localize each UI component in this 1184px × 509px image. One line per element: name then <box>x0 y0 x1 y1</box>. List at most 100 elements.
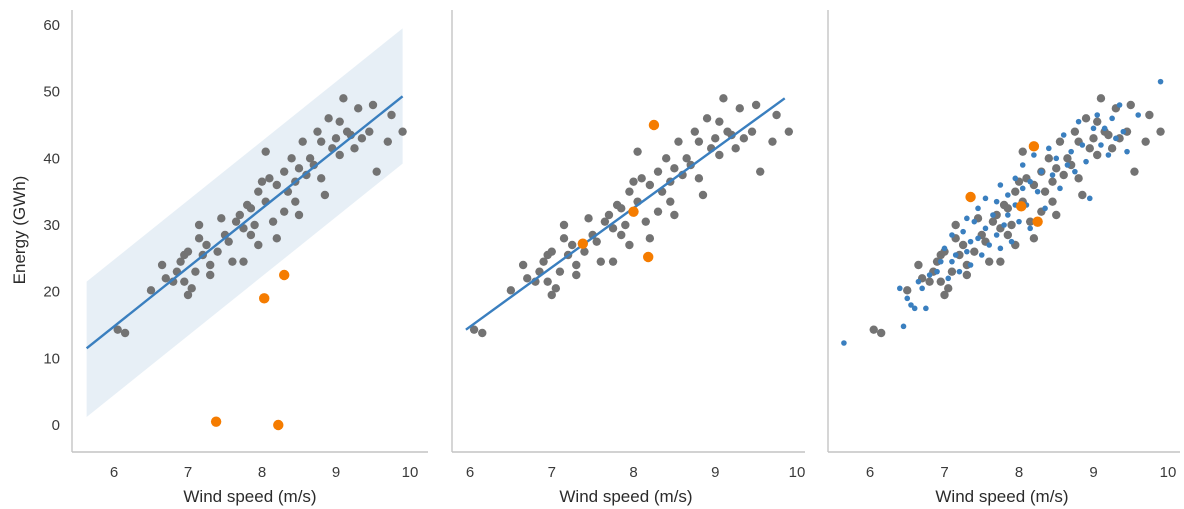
data-point-observed <box>670 164 679 173</box>
data-point-highlighted <box>1032 216 1043 227</box>
data-point-observed <box>711 134 720 143</box>
data-point-observed <box>1141 137 1150 146</box>
data-point-observed <box>625 187 634 196</box>
data-point-observed <box>756 167 765 176</box>
data-point-observed <box>970 247 979 256</box>
data-point-observed <box>383 137 392 146</box>
data-point-simulated <box>1079 142 1086 148</box>
data-point-observed <box>1093 117 1102 126</box>
data-point-simulated <box>997 182 1004 188</box>
data-point-observed <box>257 177 267 186</box>
data-point-observed <box>944 284 953 293</box>
data-point-observed <box>478 328 487 338</box>
data-point-observed <box>239 257 248 266</box>
data-point-observed <box>1145 110 1154 120</box>
data-point-simulated <box>967 238 974 245</box>
data-point-observed <box>645 234 655 243</box>
data-point-highlighted <box>259 293 270 304</box>
x-tick-label: 6 <box>866 464 874 481</box>
data-point-observed <box>213 247 222 256</box>
data-point-simulated <box>1042 205 1048 212</box>
data-point-highlighted <box>628 206 639 217</box>
data-point-simulated <box>982 195 989 202</box>
data-point-observed <box>988 217 998 226</box>
data-point-observed <box>608 257 618 266</box>
data-point-observed <box>596 257 605 266</box>
data-point-observed <box>592 237 601 246</box>
data-point-observed <box>1055 137 1065 146</box>
data-point-simulated <box>952 252 959 258</box>
data-point-simulated <box>960 228 966 235</box>
data-point-highlighted <box>1016 201 1027 212</box>
data-point-observed <box>768 137 777 146</box>
y-tick-label: 50 <box>43 84 60 101</box>
data-point-observed <box>715 117 724 126</box>
data-point-simulated <box>1072 168 1078 175</box>
data-point-observed <box>617 230 626 240</box>
data-point-observed <box>940 290 949 300</box>
data-point-simulated <box>915 278 922 285</box>
data-point-simulated <box>1034 188 1041 195</box>
data-point-simulated <box>1094 112 1101 118</box>
data-point-observed <box>350 144 359 153</box>
data-point-observed <box>206 270 215 280</box>
data-point-observed <box>317 137 326 146</box>
data-point-observed <box>608 224 618 233</box>
data-point-observed <box>280 167 289 176</box>
data-point-observed <box>1070 127 1080 136</box>
data-point-observed <box>254 187 263 196</box>
data-point-observed <box>584 214 593 223</box>
data-point-highlighted <box>210 416 222 427</box>
data-point-observed <box>291 197 300 206</box>
x-tick-label: 6 <box>466 464 474 481</box>
data-point-simulated <box>1120 128 1127 135</box>
data-point-observed <box>398 127 407 136</box>
data-point-simulated <box>1016 218 1022 225</box>
data-point-simulated <box>978 252 985 258</box>
x-tick-label: 9 <box>1089 464 1097 481</box>
x-axis-title-panel-2: Wind speed (m/s) <box>559 487 692 506</box>
data-point-observed <box>719 94 728 103</box>
data-point-observed <box>951 220 960 230</box>
data-point-observed <box>1007 220 1016 230</box>
data-point-highlighted <box>279 269 290 281</box>
data-point-observed <box>313 127 322 136</box>
data-point-observed <box>1052 210 1061 220</box>
data-point-observed <box>1048 177 1057 186</box>
data-point-observed <box>572 260 581 270</box>
data-point-simulated <box>1008 238 1015 245</box>
data-point-observed <box>653 207 663 216</box>
y-tick-label: 60 <box>43 17 60 34</box>
data-point-observed <box>637 174 646 183</box>
data-point-observed <box>674 137 683 146</box>
x-tick-label: 6 <box>110 464 118 481</box>
x-tick-label: 8 <box>1015 464 1023 481</box>
data-point-observed <box>518 260 528 270</box>
data-point-observed <box>246 204 256 213</box>
data-point-observed <box>633 147 642 156</box>
data-point-highlighted <box>577 238 589 249</box>
data-point-observed <box>621 220 630 230</box>
data-point-observed <box>298 137 307 146</box>
data-point-observed <box>925 277 934 286</box>
data-point-simulated <box>1012 175 1019 182</box>
data-point-simulated <box>990 212 996 218</box>
data-point-observed <box>268 217 278 226</box>
data-point-simulated <box>967 262 974 268</box>
data-point-observed <box>523 274 532 283</box>
data-point-simulated <box>1124 148 1130 155</box>
x-tick-label: 7 <box>940 464 948 481</box>
data-point-observed <box>194 234 204 243</box>
data-point-simulated <box>1086 195 1093 202</box>
data-point-observed <box>625 240 634 250</box>
panel-1-prediction-interval: 6 7 8 9 10 0 10 20 30 40 50 60 <box>43 10 428 481</box>
data-point-observed <box>962 270 972 280</box>
data-point-observed <box>702 114 712 123</box>
data-point-observed <box>1048 197 1057 206</box>
data-point-observed <box>617 204 626 213</box>
data-point-observed <box>305 154 315 163</box>
data-point-simulated <box>941 245 948 252</box>
x-axis-title-panel-3: Wind speed (m/s) <box>935 487 1068 506</box>
panel-2-fit-line: 6 7 8 9 10 <box>451 10 805 481</box>
